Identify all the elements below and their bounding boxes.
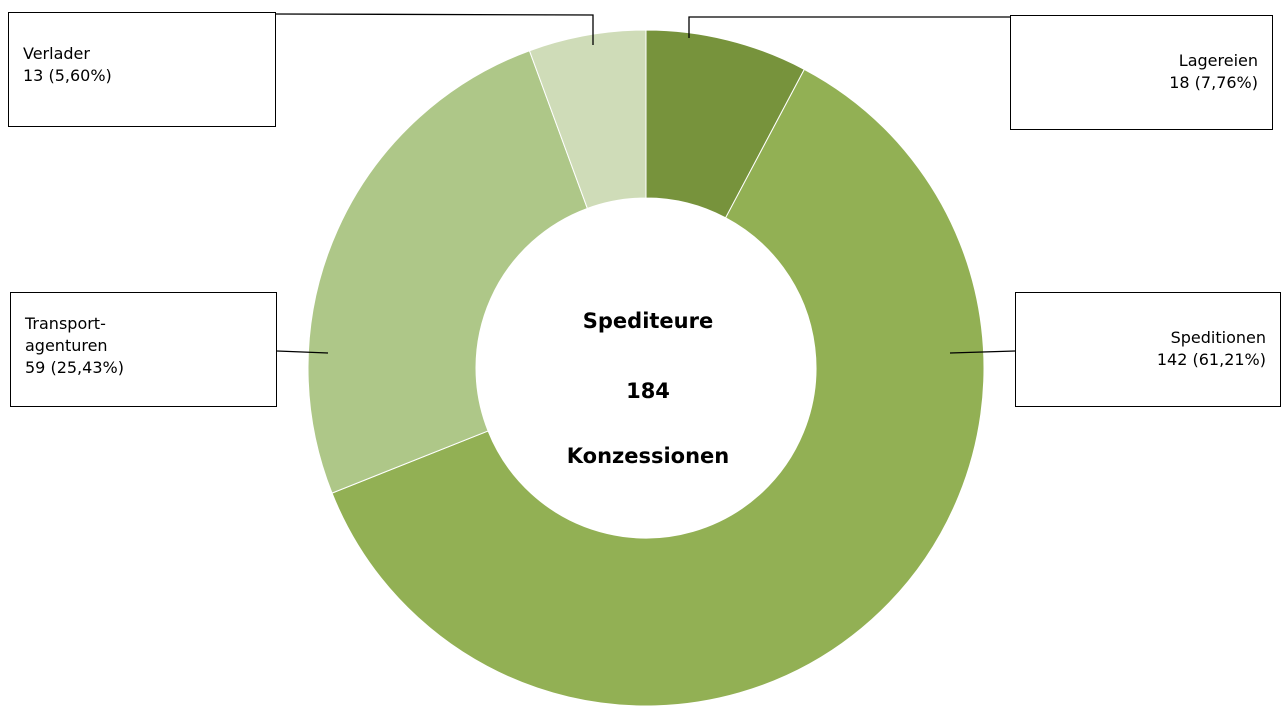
category-label: Transport- agenturen [25,314,108,355]
leader-line [688,16,1010,38]
leader-line [949,350,1016,354]
donut-slice [528,29,647,210]
label-box: Transport- agenturen 59 (25,43%) [10,292,277,407]
center-unit: Konzessionen [567,444,730,468]
category-label: Lagereien [1178,51,1258,70]
value-label: 18 (7,76%) [1169,73,1258,92]
category-label: Speditionen [1170,328,1266,347]
leader-line [276,350,329,354]
value-label: 13 (5,60%) [23,66,112,85]
value-label: 59 (25,43%) [25,358,124,377]
slices [307,29,985,706]
label-box: Speditionen 142 (61,21%) [1015,292,1281,407]
center-count: 184 [626,379,670,403]
label-box: Lagereien 18 (7,76%) [1010,15,1273,130]
leader-line [275,13,594,45]
center-title: Spediteure [583,309,713,333]
category-label: Verlader [23,44,90,63]
leader-lines [275,13,1016,354]
donut-slice [307,50,589,494]
label-box: Verlader 13 (5,60%) [8,12,276,127]
donut-slice [331,68,985,706]
value-label: 142 (61,21%) [1156,350,1266,369]
